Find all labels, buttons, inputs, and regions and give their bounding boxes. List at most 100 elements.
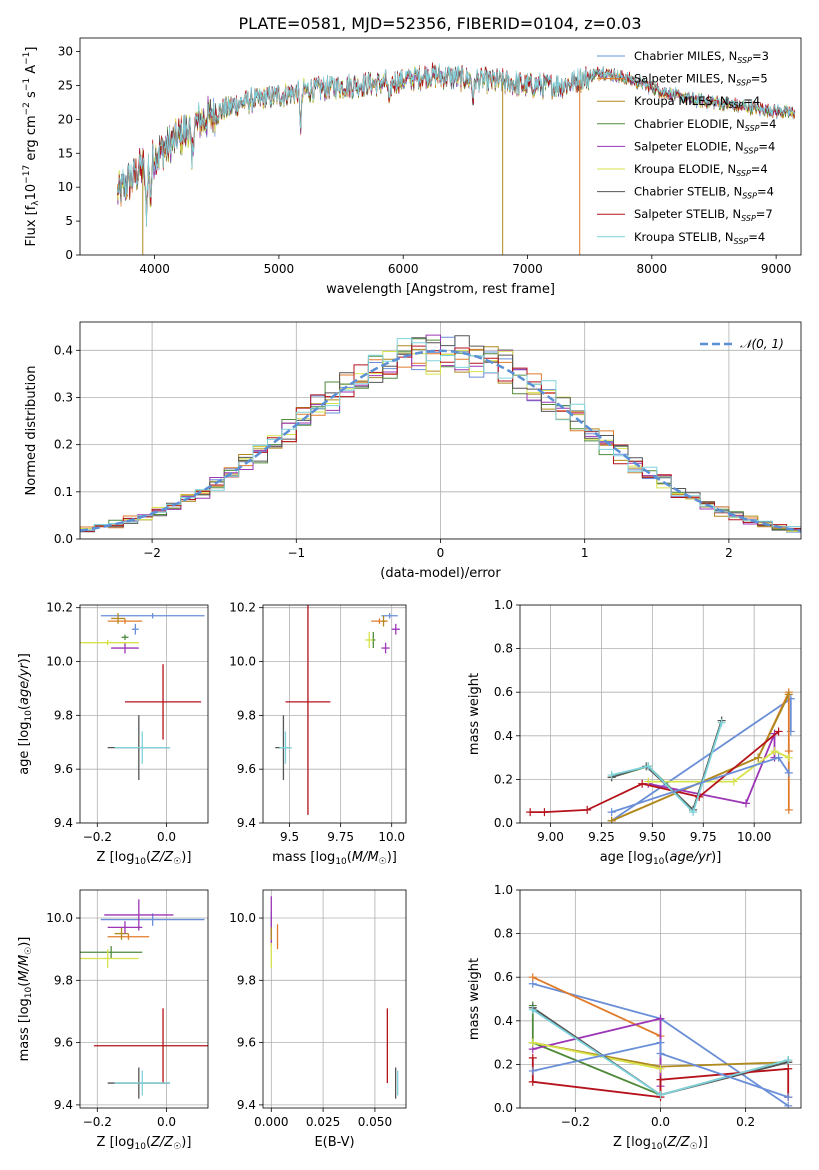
legend-entry: Kroupa ELODIE, NSSP=4 bbox=[634, 162, 768, 178]
legend-entry: Kroupa MILES, NSSP=4 bbox=[634, 94, 760, 110]
mass-weight-point bbox=[583, 805, 592, 814]
mass-weight-point bbox=[644, 762, 653, 771]
mass-weight-series-line bbox=[531, 1057, 790, 1099]
age-vs-Z-y-axis-label: age [log10(age/yr)] bbox=[17, 653, 34, 775]
legend-entry: Chabrier STELIB, NSSP=4 bbox=[634, 185, 774, 201]
mass-weight-point bbox=[656, 1014, 665, 1023]
mass-weight-point bbox=[526, 808, 535, 817]
spectrum-x-axis-label: wavelength [Angstrom, rest frame] bbox=[326, 282, 555, 297]
y-tick-label: 0.2 bbox=[494, 772, 513, 786]
y-tick-label: 1.0 bbox=[494, 598, 513, 612]
y-tick-label: 10.2 bbox=[229, 601, 256, 615]
x-tick-label: 5000 bbox=[264, 262, 295, 276]
y-tick-label: 10 bbox=[58, 180, 73, 194]
y-tick-label: 0.6 bbox=[494, 685, 513, 699]
mass-weight-point bbox=[528, 1038, 537, 1047]
x-tick-label: 9000 bbox=[761, 262, 792, 276]
mass-vs-EBV-x-axis-label: E(B-V) bbox=[314, 1135, 354, 1150]
x-tick-label: 0.000 bbox=[254, 1115, 288, 1129]
y-tick-label: 1.0 bbox=[494, 883, 513, 897]
figure-title: PLATE=0581, MJD=52356, FIBERID=0104, z=0… bbox=[238, 14, 641, 33]
y-tick-label: 30 bbox=[58, 45, 73, 59]
y-tick-label: 0.0 bbox=[494, 816, 513, 830]
mass-weight-vs-Z-x-axis-label: Z [log10(Z/Z☉)] bbox=[613, 1135, 708, 1152]
histogram-series bbox=[80, 350, 801, 539]
residuals-frame bbox=[79, 321, 802, 540]
mass-vs-Z-panel: −0.2 0.0 9.4 9.6 9.8 10.0 Z [log10(Z/Z☉)] mass … bbox=[17, 889, 209, 1152]
mass-weight-point bbox=[784, 690, 793, 699]
legend-entry: 𝒩(0, 1) bbox=[740, 337, 784, 351]
y-tick-label: 0.1 bbox=[54, 485, 73, 499]
age-vs-Z-frame bbox=[79, 604, 209, 824]
y-tick-label: 9.4 bbox=[54, 816, 73, 830]
mass-weight-point bbox=[784, 768, 793, 777]
mass-weight-vs-age-plot-area bbox=[520, 605, 801, 823]
mass-weight-series-line bbox=[532, 1041, 789, 1098]
mass-vs-EBV-panel: 0.000 0.025 0.050 9.4 9.6 9.8 10.0 E(B-V) bbox=[229, 889, 407, 1150]
x-tick-label: −1 bbox=[287, 546, 305, 560]
residuals-plot-area bbox=[80, 322, 801, 539]
mass-weight-point bbox=[717, 718, 726, 727]
x-tick-label: −0.2 bbox=[83, 1115, 112, 1129]
y-tick-label: 10.0 bbox=[229, 911, 256, 925]
mass-weight-point bbox=[528, 1077, 537, 1086]
x-tick-label: 0.025 bbox=[306, 1115, 340, 1129]
y-tick-label: 0.4 bbox=[54, 343, 73, 357]
mass-weight-point bbox=[656, 1090, 665, 1099]
y-tick-label: 10.2 bbox=[46, 601, 73, 615]
x-tick-label: 6000 bbox=[388, 262, 419, 276]
y-tick-label: 9.6 bbox=[54, 1036, 73, 1050]
mass-vs-Z-plot-area bbox=[80, 890, 208, 1108]
y-tick-label: 0.8 bbox=[494, 642, 513, 656]
mass-weight-series-line bbox=[611, 691, 790, 822]
y-tick-label: 0.0 bbox=[54, 532, 73, 546]
residuals-x-axis-label: (data-model)/error bbox=[380, 566, 501, 581]
histogram-series bbox=[80, 338, 801, 539]
legend-entry: Salpeter MILES, NSSP=5 bbox=[634, 72, 768, 88]
mass-weight-point bbox=[656, 1064, 665, 1073]
x-tick-label: 9.00 bbox=[537, 830, 564, 844]
mass-weight-point bbox=[784, 805, 793, 814]
mass-weight-point bbox=[644, 777, 653, 786]
y-tick-label: 0.3 bbox=[54, 390, 73, 404]
y-tick-label: 0.0 bbox=[494, 1101, 513, 1115]
y-tick-label: 9.4 bbox=[237, 816, 256, 830]
mass-weight-series-line bbox=[532, 1041, 661, 1070]
x-tick-label: −0.2 bbox=[561, 1115, 590, 1129]
y-tick-label: 15 bbox=[58, 146, 73, 160]
y-tick-label: 25 bbox=[58, 78, 73, 92]
legend-entry: Chabrier MILES, NSSP=3 bbox=[634, 49, 769, 65]
x-tick-label: 9.50 bbox=[639, 830, 666, 844]
age-vs-mass-frame bbox=[262, 604, 407, 824]
x-tick-label: 0.050 bbox=[358, 1115, 392, 1129]
y-tick-label: 9.6 bbox=[54, 762, 73, 776]
mass-vs-EBV-frame bbox=[262, 889, 407, 1109]
y-tick-label: 9.8 bbox=[54, 708, 73, 722]
age-vs-Z-plot-area bbox=[80, 605, 208, 823]
mass-weight-vs-Z-panel: −0.2 0.0 0.2 0.0 0.2 0.4 0.6 0.8 1.0 Z [log10(Z/Z… bbox=[467, 883, 802, 1152]
x-tick-label: 9.75 bbox=[690, 830, 717, 844]
mass-weight-point bbox=[784, 1056, 793, 1065]
mass-weight-point bbox=[607, 808, 616, 817]
legend-entry: Kroupa STELIB, NSSP=4 bbox=[634, 230, 765, 246]
y-tick-label: 0.4 bbox=[494, 1014, 513, 1028]
mass-weight-vs-Z-y-axis-label: mass weight bbox=[467, 958, 482, 1040]
y-tick-label: 10.0 bbox=[46, 655, 73, 669]
mass-weight-point bbox=[638, 779, 647, 788]
mass-weight-vs-age-panel: 9.00 9.25 9.50 9.75 10.00 0.0 0.2 0.4 0.6 0.8 1.0 a… bbox=[467, 598, 802, 867]
y-tick-label: 0.2 bbox=[54, 438, 73, 452]
x-tick-label: −0.2 bbox=[83, 830, 112, 844]
y-tick-label: 9.6 bbox=[237, 1036, 256, 1050]
y-tick-label: 9.8 bbox=[237, 973, 256, 987]
x-tick-label: 9.75 bbox=[327, 830, 354, 844]
mass-weight-point bbox=[656, 1075, 665, 1084]
mass-weight-point bbox=[774, 753, 783, 762]
x-tick-label: 2 bbox=[725, 546, 733, 560]
x-tick-label: 8000 bbox=[637, 262, 668, 276]
mass-weight-vs-Z-plot-area bbox=[520, 890, 801, 1108]
mass-weight-point bbox=[656, 1038, 665, 1047]
x-tick-label: 4000 bbox=[139, 262, 170, 276]
y-tick-label: 9.4 bbox=[237, 1098, 256, 1112]
y-tick-label: 9.4 bbox=[54, 1098, 73, 1112]
